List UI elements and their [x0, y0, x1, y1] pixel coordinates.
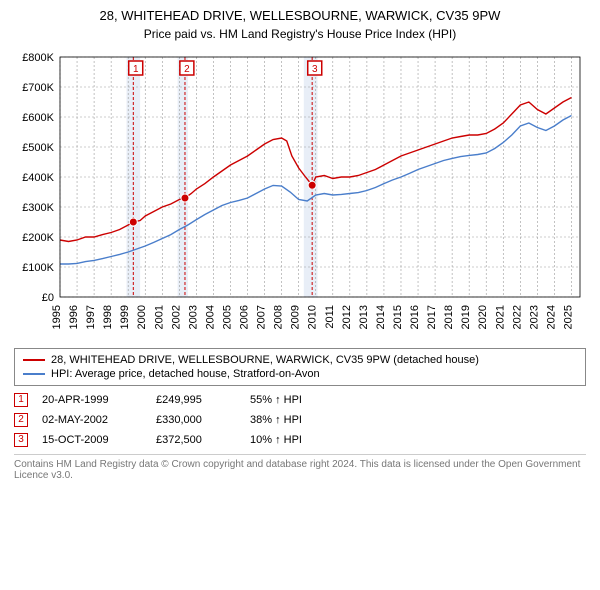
svg-text:£500K: £500K — [22, 142, 54, 154]
svg-text:2020: 2020 — [477, 305, 489, 329]
svg-text:2017: 2017 — [426, 305, 438, 329]
page-subtitle: Price paid vs. HM Land Registry's House … — [10, 27, 590, 41]
event-row: 1 20-APR-1999 £249,995 55% ↑ HPI — [14, 390, 586, 410]
svg-text:2010: 2010 — [307, 305, 319, 329]
event-price: £372,500 — [156, 434, 236, 446]
event-marker: 2 — [14, 413, 28, 427]
legend-label-property: 28, WHITEHEAD DRIVE, WELLESBOURNE, WARWI… — [51, 354, 479, 366]
svg-text:£100K: £100K — [22, 262, 54, 274]
svg-text:2022: 2022 — [511, 305, 523, 329]
event-price: £249,995 — [156, 394, 236, 406]
svg-text:2014: 2014 — [375, 305, 387, 329]
svg-text:2011: 2011 — [324, 305, 336, 329]
event-date: 02-MAY-2002 — [42, 414, 142, 426]
event-marker: 1 — [14, 393, 28, 407]
svg-text:£200K: £200K — [22, 232, 54, 244]
event-price: £330,000 — [156, 414, 236, 426]
events-list: 1 20-APR-1999 £249,995 55% ↑ HPI 2 02-MAY-200… — [14, 390, 586, 450]
event-hpi: 38% ↑ HPI — [250, 414, 302, 426]
event-hpi: 55% ↑ HPI — [250, 394, 302, 406]
legend-label-hpi: HPI: Average price, detached house, Stra… — [51, 368, 320, 380]
svg-text:2013: 2013 — [358, 305, 370, 329]
svg-text:2001: 2001 — [153, 305, 165, 329]
svg-text:2012: 2012 — [341, 305, 353, 329]
svg-text:£400K: £400K — [22, 172, 54, 184]
svg-text:£0: £0 — [42, 292, 54, 304]
svg-text:2008: 2008 — [273, 305, 285, 329]
legend-row-hpi: HPI: Average price, detached house, Stra… — [23, 367, 577, 381]
legend: 28, WHITEHEAD DRIVE, WELLESBOURNE, WARWI… — [14, 348, 586, 386]
svg-text:1996: 1996 — [68, 305, 80, 329]
svg-text:1997: 1997 — [85, 305, 97, 329]
svg-text:2007: 2007 — [256, 305, 268, 329]
svg-text:1995: 1995 — [51, 305, 63, 329]
svg-text:£600K: £600K — [22, 112, 54, 124]
event-hpi: 10% ↑ HPI — [250, 434, 302, 446]
event-marker: 3 — [14, 433, 28, 447]
svg-text:2015: 2015 — [392, 305, 404, 329]
svg-text:2025: 2025 — [562, 305, 574, 329]
svg-text:2005: 2005 — [221, 305, 233, 329]
svg-text:1999: 1999 — [119, 305, 131, 329]
svg-text:£300K: £300K — [22, 202, 54, 214]
event-date: 15-OCT-2009 — [42, 434, 142, 446]
svg-text:2016: 2016 — [409, 305, 421, 329]
page-title: 28, WHITEHEAD DRIVE, WELLESBOURNE, WARWI… — [10, 8, 590, 25]
price-chart: £0 £100K £200K £300K £400K £500K £600K £700K £80… — [10, 47, 590, 342]
svg-text:2018: 2018 — [443, 305, 455, 329]
svg-text:2023: 2023 — [528, 305, 540, 329]
svg-text:£700K: £700K — [22, 82, 54, 94]
svg-text:2002: 2002 — [170, 305, 182, 329]
legend-swatch-hpi — [23, 373, 45, 375]
svg-text:2003: 2003 — [187, 305, 199, 329]
footnote: Contains HM Land Registry data © Crown c… — [14, 454, 586, 481]
svg-text:2021: 2021 — [494, 305, 506, 329]
svg-text:2009: 2009 — [290, 305, 302, 329]
svg-text:1998: 1998 — [102, 305, 114, 329]
event-date: 20-APR-1999 — [42, 394, 142, 406]
event-row: 3 15-OCT-2009 £372,500 10% ↑ HPI — [14, 430, 586, 450]
chart-svg: £0 £100K £200K £300K £400K £500K £600K £700K £80… — [10, 47, 590, 337]
event-row: 2 02-MAY-2002 £330,000 38% ↑ HPI — [14, 410, 586, 430]
legend-row-property: 28, WHITEHEAD DRIVE, WELLESBOURNE, WARWI… — [23, 353, 577, 367]
svg-text:1: 1 — [133, 64, 139, 75]
svg-text:2006: 2006 — [239, 305, 251, 329]
svg-text:3: 3 — [312, 64, 318, 75]
svg-text:£800K: £800K — [22, 52, 54, 64]
svg-text:2000: 2000 — [136, 305, 148, 329]
svg-text:2: 2 — [184, 64, 190, 75]
svg-text:2024: 2024 — [545, 305, 557, 329]
svg-text:2004: 2004 — [204, 305, 216, 329]
legend-swatch-property — [23, 359, 45, 361]
svg-text:2019: 2019 — [460, 305, 472, 329]
